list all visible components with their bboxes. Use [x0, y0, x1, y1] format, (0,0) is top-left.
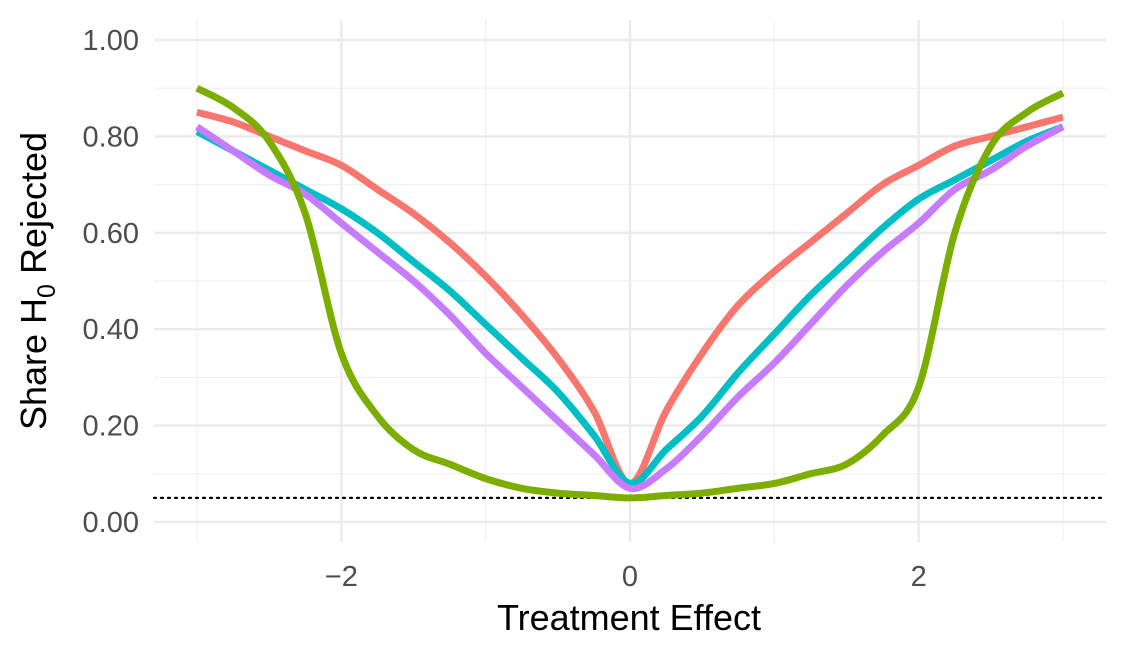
series-line-4	[195, 85, 1065, 502]
series-line-2	[195, 123, 1065, 487]
y-axis-title-subscript: 0	[33, 284, 61, 298]
x-axis-title: Treatment Effect	[497, 597, 761, 638]
x-tick-labels: −2 0 2	[325, 561, 927, 593]
series-layer	[195, 85, 1065, 502]
y-tick-label: 0.20	[83, 411, 139, 443]
y-axis-title-prefix: Share H	[13, 298, 54, 430]
x-tick-label: 0	[622, 561, 638, 593]
x-tick-label: −2	[325, 561, 358, 593]
series-line-3	[195, 123, 1065, 492]
y-tick-labels: 0.00 0.20 0.40 0.60 0.80 1.00	[83, 25, 139, 539]
x-tick-label: 2	[911, 561, 927, 593]
y-tick-label: 0.40	[83, 314, 139, 346]
y-axis-title-suffix: Rejected	[13, 132, 54, 284]
y-tick-label: 0.00	[83, 507, 139, 539]
y-axis-title: Share H0 Rejected	[13, 132, 61, 430]
y-tick-label: 0.60	[83, 218, 139, 250]
y-tick-label: 0.80	[83, 121, 139, 153]
grid-major	[154, 20, 1106, 542]
y-tick-label: 1.00	[83, 25, 139, 57]
